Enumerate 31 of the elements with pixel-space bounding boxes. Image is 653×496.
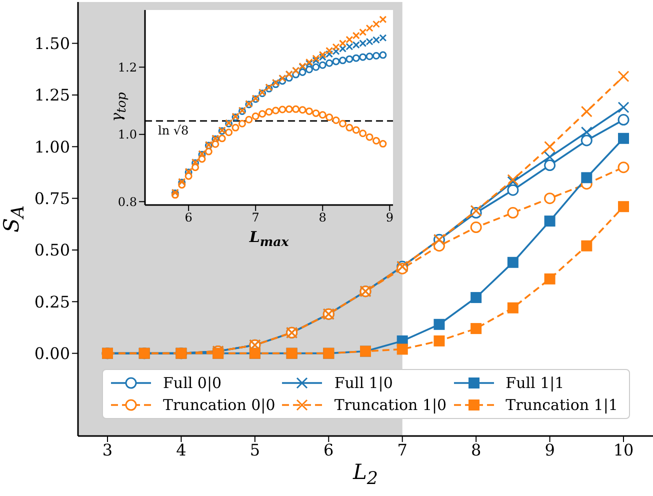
y-tick-label: 0.8 — [118, 194, 137, 209]
x-axis-title: L$_{2}$ — [352, 460, 380, 490]
legend-label: Full 1|0 — [334, 374, 393, 392]
ref-line-label: ln √8 — [158, 123, 189, 138]
y-tick-label: 1.00 — [34, 137, 70, 156]
y-tick-label: 1.0 — [118, 128, 137, 142]
y-tick-label: 0.50 — [34, 240, 70, 260]
legend-label: Full 1|1 — [506, 374, 564, 392]
legend-label: Full 0|0 — [163, 374, 222, 392]
y-tick-label: 1.50 — [34, 34, 70, 54]
y-tick-label: 0.25 — [34, 292, 70, 312]
legend-label: Truncation 1|1 — [506, 396, 618, 414]
x-tick-label: 8 — [470, 440, 482, 460]
legend-label: Truncation 0|0 — [163, 396, 276, 414]
y-tick-label: 1.2 — [118, 60, 137, 74]
x-tick-label: 6 — [184, 210, 192, 225]
x-tick-label: 9 — [544, 440, 555, 460]
x-tick-label: 7 — [397, 440, 408, 460]
x-tick-label: 10 — [613, 440, 634, 460]
x-tick-label: 3 — [102, 440, 113, 460]
x-tick-label: 9 — [386, 210, 394, 225]
y-tick-label: 0.00 — [34, 344, 70, 364]
x-axis-title: L$_{max}$ — [248, 228, 290, 249]
x-tick-label: 6 — [324, 440, 334, 460]
legend-label: Truncation 1|0 — [334, 396, 447, 414]
y-tick-label: 1.25 — [34, 86, 70, 105]
x-tick-label: 4 — [176, 440, 186, 460]
y-tick-label: 0.75 — [34, 189, 70, 208]
x-tick-label: 5 — [250, 440, 260, 460]
x-tick-label: 7 — [252, 210, 260, 225]
x-tick-label: 8 — [318, 210, 326, 225]
